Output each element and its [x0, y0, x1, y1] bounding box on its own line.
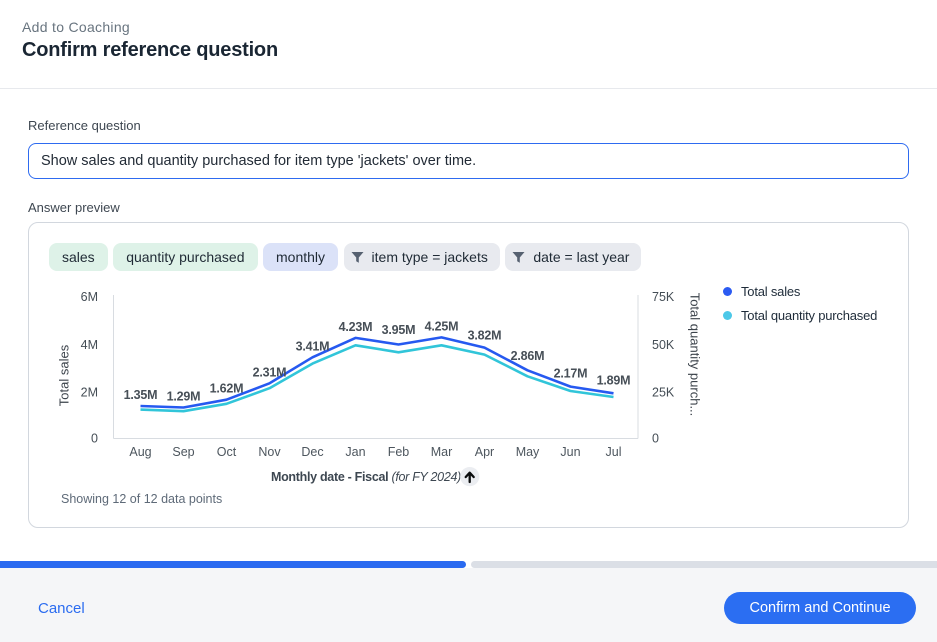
svg-text:50K: 50K: [652, 338, 675, 352]
svg-text:Mar: Mar: [431, 445, 453, 459]
svg-text:4.25M: 4.25M: [425, 320, 459, 334]
svg-text:3.95M: 3.95M: [382, 323, 416, 337]
svg-text:2.86M: 2.86M: [511, 349, 545, 363]
svg-text:Sep: Sep: [172, 445, 194, 459]
svg-text:Jul: Jul: [606, 445, 622, 459]
svg-text:Total sales: Total sales: [741, 284, 801, 299]
svg-text:4M: 4M: [81, 338, 98, 352]
svg-text:1.89M: 1.89M: [597, 374, 631, 388]
svg-text:0: 0: [652, 432, 659, 446]
svg-text:Total sales: Total sales: [57, 344, 72, 406]
svg-text:2M: 2M: [81, 386, 98, 400]
svg-text:Monthly date - Fiscal (for FY: Monthly date - Fiscal (for FY 2024): [271, 470, 461, 484]
svg-text:Oct: Oct: [217, 445, 237, 459]
svg-text:1.62M: 1.62M: [210, 382, 244, 396]
svg-text:1.29M: 1.29M: [167, 390, 201, 404]
svg-text:Jan: Jan: [345, 445, 365, 459]
svg-text:2.31M: 2.31M: [253, 366, 287, 380]
svg-text:2.17M: 2.17M: [554, 367, 588, 381]
svg-text:0: 0: [91, 432, 98, 446]
svg-text:Feb: Feb: [388, 445, 410, 459]
svg-text:Total quantity purch...: Total quantity purch...: [688, 293, 703, 417]
svg-text:Dec: Dec: [301, 445, 323, 459]
svg-text:Total quantity purchased: Total quantity purchased: [741, 308, 877, 323]
svg-text:1.35M: 1.35M: [124, 388, 158, 402]
svg-text:May: May: [516, 445, 540, 459]
svg-text:25K: 25K: [652, 386, 675, 400]
svg-text:Aug: Aug: [129, 445, 151, 459]
svg-text:3.41M: 3.41M: [296, 340, 330, 354]
svg-text:75K: 75K: [652, 290, 675, 304]
svg-text:6M: 6M: [81, 290, 98, 304]
svg-text:Apr: Apr: [475, 445, 494, 459]
svg-text:Jun: Jun: [560, 445, 580, 459]
svg-text:3.82M: 3.82M: [468, 329, 502, 343]
svg-text:Nov: Nov: [258, 445, 281, 459]
svg-text:4.23M: 4.23M: [339, 320, 373, 334]
